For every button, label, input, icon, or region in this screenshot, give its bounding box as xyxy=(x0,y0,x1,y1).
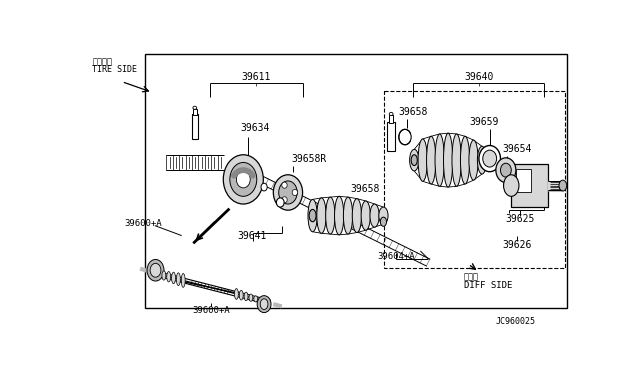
Ellipse shape xyxy=(249,294,253,301)
Circle shape xyxy=(246,169,251,174)
Ellipse shape xyxy=(460,136,470,184)
Bar xyxy=(384,91,565,268)
Bar xyxy=(145,54,566,308)
Ellipse shape xyxy=(444,133,452,187)
Text: 39640: 39640 xyxy=(464,72,493,82)
Ellipse shape xyxy=(559,180,566,191)
Ellipse shape xyxy=(477,146,486,174)
Ellipse shape xyxy=(181,273,185,287)
Text: 39641: 39641 xyxy=(238,231,268,241)
Ellipse shape xyxy=(335,196,344,235)
Ellipse shape xyxy=(177,273,180,286)
Ellipse shape xyxy=(162,271,166,280)
Circle shape xyxy=(244,168,248,173)
Ellipse shape xyxy=(282,182,287,188)
Text: 39654: 39654 xyxy=(502,144,531,154)
Bar xyxy=(516,169,531,192)
Text: 39658: 39658 xyxy=(350,185,380,195)
Text: 39658: 39658 xyxy=(398,108,428,118)
Ellipse shape xyxy=(239,291,243,300)
Bar xyxy=(387,122,395,151)
Bar xyxy=(192,114,198,139)
Text: DIFF SIDE: DIFF SIDE xyxy=(463,281,512,290)
Circle shape xyxy=(241,168,246,173)
Ellipse shape xyxy=(500,163,511,177)
Ellipse shape xyxy=(410,150,419,171)
Bar xyxy=(193,109,197,115)
Ellipse shape xyxy=(435,134,444,186)
Ellipse shape xyxy=(379,207,388,224)
Text: デフ側: デフ側 xyxy=(463,273,479,282)
Ellipse shape xyxy=(309,209,316,222)
Ellipse shape xyxy=(244,292,248,301)
Ellipse shape xyxy=(452,134,461,186)
Ellipse shape xyxy=(260,299,268,310)
Ellipse shape xyxy=(257,296,271,312)
Ellipse shape xyxy=(308,199,317,232)
Ellipse shape xyxy=(504,175,519,196)
Text: タイヤ側: タイヤ側 xyxy=(92,57,113,66)
Ellipse shape xyxy=(344,197,353,234)
Circle shape xyxy=(238,168,243,173)
Ellipse shape xyxy=(496,158,516,183)
Ellipse shape xyxy=(426,136,436,184)
Ellipse shape xyxy=(483,150,497,167)
Text: 39659: 39659 xyxy=(470,117,499,126)
Ellipse shape xyxy=(469,140,478,180)
Ellipse shape xyxy=(282,197,287,203)
Ellipse shape xyxy=(147,260,164,281)
Text: 39600+A: 39600+A xyxy=(124,219,161,228)
Text: 39600+A: 39600+A xyxy=(192,306,230,315)
Ellipse shape xyxy=(317,198,326,233)
Ellipse shape xyxy=(389,112,393,115)
Ellipse shape xyxy=(513,184,518,190)
Text: 39611: 39611 xyxy=(242,72,271,82)
Ellipse shape xyxy=(326,197,335,234)
Ellipse shape xyxy=(352,199,362,232)
Ellipse shape xyxy=(279,181,297,204)
Ellipse shape xyxy=(261,183,267,191)
Circle shape xyxy=(236,169,240,174)
Bar xyxy=(511,164,548,207)
Ellipse shape xyxy=(276,198,284,207)
Bar xyxy=(389,115,394,123)
Text: JC960025: JC960025 xyxy=(496,317,536,326)
Ellipse shape xyxy=(361,201,371,230)
Text: TIRE SIDE: TIRE SIDE xyxy=(92,65,138,74)
Ellipse shape xyxy=(370,204,380,227)
Ellipse shape xyxy=(411,155,417,166)
Ellipse shape xyxy=(292,189,298,196)
Circle shape xyxy=(232,173,236,178)
Text: 39658R: 39658R xyxy=(291,154,326,164)
Circle shape xyxy=(250,173,255,178)
Circle shape xyxy=(234,171,238,176)
Ellipse shape xyxy=(193,106,196,109)
Ellipse shape xyxy=(223,155,263,204)
Circle shape xyxy=(248,171,253,176)
Ellipse shape xyxy=(230,163,257,196)
Ellipse shape xyxy=(380,217,387,226)
Ellipse shape xyxy=(479,145,500,172)
Ellipse shape xyxy=(150,263,161,277)
Ellipse shape xyxy=(172,272,175,284)
Ellipse shape xyxy=(399,129,411,145)
Text: 39626: 39626 xyxy=(502,240,531,250)
Ellipse shape xyxy=(167,272,171,282)
Text: 39634: 39634 xyxy=(240,123,269,133)
Ellipse shape xyxy=(418,139,428,181)
Ellipse shape xyxy=(504,180,511,188)
Ellipse shape xyxy=(234,289,238,299)
Ellipse shape xyxy=(236,171,250,188)
Text: 39625: 39625 xyxy=(505,214,534,224)
Ellipse shape xyxy=(273,175,303,210)
Text: 39604+A: 39604+A xyxy=(377,252,415,261)
Ellipse shape xyxy=(254,296,258,302)
